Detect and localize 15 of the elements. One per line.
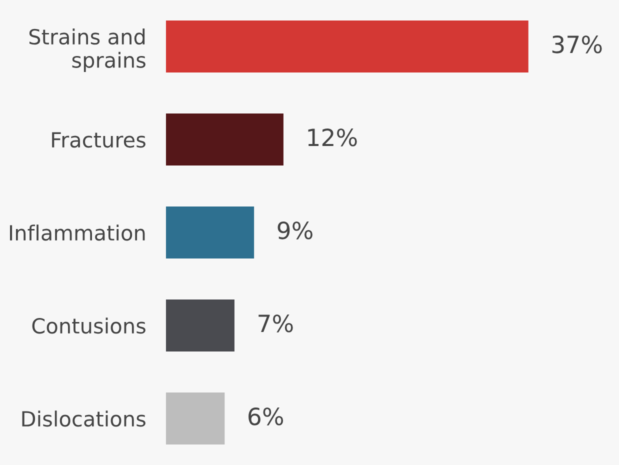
bar bbox=[166, 299, 234, 352]
bar bbox=[166, 113, 284, 166]
bar bbox=[166, 20, 528, 73]
y-tick-label: Dislocations bbox=[22, 410, 146, 427]
y-tick-label: Strains and sprains bbox=[29, 28, 146, 72]
data-label: 6% bbox=[248, 407, 284, 426]
data-label: 12% bbox=[308, 128, 357, 146]
y-tick-label: Contusions bbox=[32, 318, 146, 334]
data-label: 7% bbox=[258, 314, 293, 332]
bar bbox=[166, 206, 254, 259]
y-tick-label: Fractures bbox=[52, 132, 146, 148]
y-tick-label: Inflammation bbox=[10, 224, 145, 241]
bar bbox=[166, 392, 225, 445]
data-label: 9% bbox=[278, 221, 312, 240]
data-label: 37% bbox=[552, 35, 602, 54]
